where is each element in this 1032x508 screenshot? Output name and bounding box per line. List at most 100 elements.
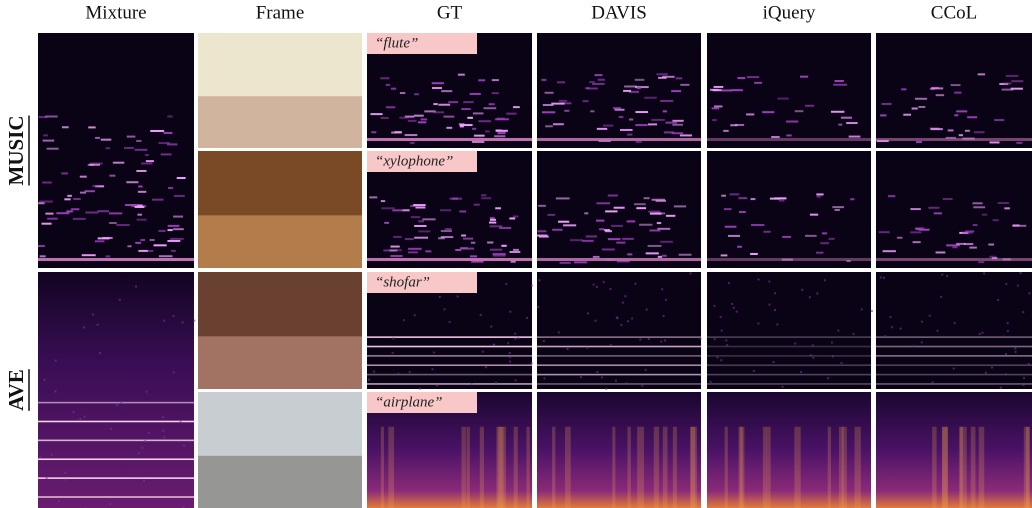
harmonic xyxy=(648,123,657,125)
speckle xyxy=(173,315,175,317)
speckle xyxy=(983,272,985,274)
speckle xyxy=(505,283,507,285)
harmonic xyxy=(883,250,896,252)
harmonic xyxy=(656,73,667,75)
harmonic xyxy=(589,81,595,83)
harmonic xyxy=(627,253,632,255)
harmonic xyxy=(38,421,194,423)
column-header: DAVIS xyxy=(591,2,647,23)
column-header: Mixture xyxy=(85,2,146,23)
speckle xyxy=(884,335,886,337)
base-band xyxy=(367,138,532,141)
speckle xyxy=(731,303,733,305)
speckle xyxy=(757,278,759,280)
speckle xyxy=(558,331,560,333)
harmonic xyxy=(596,202,610,204)
speckle xyxy=(665,299,667,301)
harmonic xyxy=(125,204,137,206)
harmonic xyxy=(109,175,115,177)
harmonic xyxy=(928,207,939,209)
harmonic xyxy=(61,172,68,174)
harmonic xyxy=(513,215,519,217)
harmonic xyxy=(714,105,722,107)
speckle xyxy=(985,372,987,374)
harmonic xyxy=(596,220,604,222)
harmonic xyxy=(452,198,458,200)
harmonic xyxy=(680,134,692,136)
harmonic xyxy=(467,117,473,119)
speckle xyxy=(509,352,511,354)
harmonic xyxy=(95,137,100,139)
speckle xyxy=(537,306,539,308)
column-header: GT xyxy=(437,2,463,23)
harmonic xyxy=(763,231,770,233)
streak xyxy=(480,427,484,508)
streak xyxy=(552,427,555,508)
harmonic xyxy=(463,101,473,103)
harmonic xyxy=(418,121,426,123)
speckle xyxy=(119,299,121,301)
harmonic xyxy=(608,194,618,196)
harmonic xyxy=(440,209,451,211)
harmonic xyxy=(989,141,999,143)
harmonic xyxy=(539,236,549,238)
speckle xyxy=(471,383,473,385)
speckle xyxy=(392,337,394,339)
speckle xyxy=(716,356,718,358)
speckle xyxy=(997,299,999,301)
harmonic xyxy=(513,106,520,108)
speckle xyxy=(883,277,885,279)
speckle xyxy=(586,347,588,349)
harmonic xyxy=(38,440,194,442)
speckle xyxy=(163,436,165,438)
speckle xyxy=(631,317,633,319)
harmonic xyxy=(978,73,985,75)
harmonic xyxy=(603,125,613,127)
harmonic xyxy=(88,164,94,166)
speckle xyxy=(480,314,482,316)
harmonic xyxy=(989,256,996,258)
speckle xyxy=(65,472,67,474)
harmonic xyxy=(105,255,110,257)
speckle xyxy=(1028,363,1030,365)
harmonic xyxy=(448,101,458,103)
speckle xyxy=(485,366,487,368)
harmonic xyxy=(635,79,645,81)
speckle xyxy=(941,274,943,276)
harmonic xyxy=(835,80,844,82)
spectrogram xyxy=(537,151,701,268)
speckle xyxy=(911,345,913,347)
harmonic xyxy=(918,106,925,108)
harmonic xyxy=(582,240,594,242)
speckle xyxy=(543,340,545,342)
speckle xyxy=(1007,322,1009,324)
harmonic xyxy=(737,246,742,248)
harmonic xyxy=(560,262,571,264)
harmonic xyxy=(38,477,194,479)
harmonic xyxy=(146,160,154,162)
harmonic xyxy=(978,261,984,263)
harmonic xyxy=(822,232,827,234)
harmonic xyxy=(876,383,1032,385)
harmonic xyxy=(98,237,110,239)
speckle xyxy=(1005,353,1007,355)
harmonic xyxy=(135,242,141,244)
speckle xyxy=(419,388,421,390)
harmonic xyxy=(85,212,98,214)
harmonic xyxy=(660,241,673,243)
speckle xyxy=(634,283,636,285)
harmonic xyxy=(570,239,583,241)
harmonic xyxy=(723,130,728,132)
speckle xyxy=(83,326,85,328)
harmonic xyxy=(635,111,648,113)
speckle xyxy=(880,276,882,278)
harmonic xyxy=(138,191,146,193)
speckle xyxy=(54,390,56,392)
harmonic xyxy=(833,84,847,86)
streak xyxy=(673,427,677,508)
speckle xyxy=(891,326,893,328)
speckle xyxy=(890,316,892,318)
harmonic xyxy=(965,130,970,132)
harmonic xyxy=(537,230,546,232)
harmonic xyxy=(648,211,660,213)
